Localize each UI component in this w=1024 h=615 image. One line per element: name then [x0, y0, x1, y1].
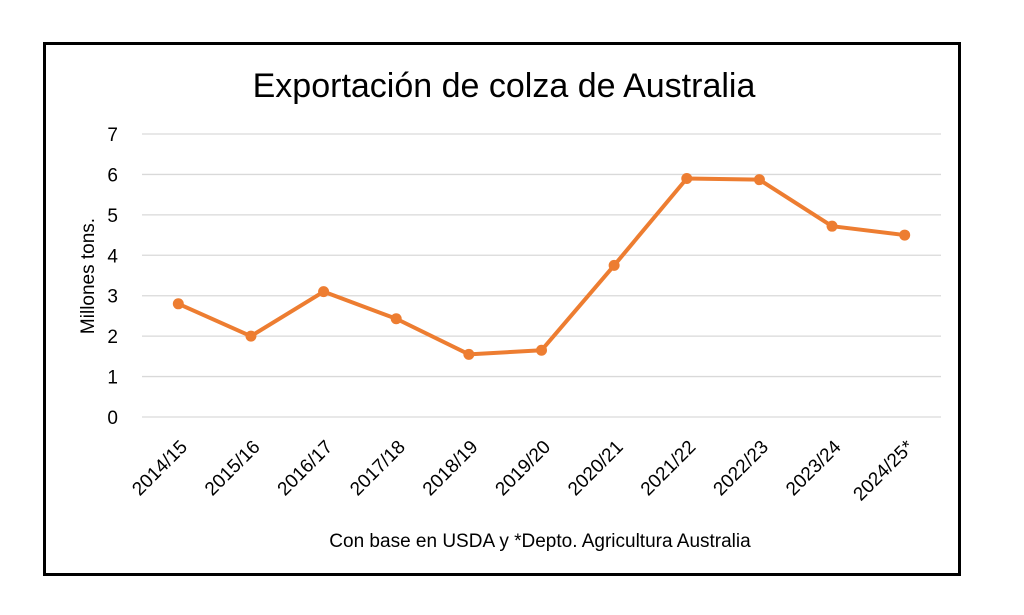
x-tick-label: 2015/16	[201, 437, 264, 500]
y-tick-label: 3	[107, 287, 118, 308]
x-tick-label: 2019/20	[492, 437, 555, 500]
x-tick-labels: 2014/15 2015/16 2016/17 2017/18 2018/19 2019/…	[128, 436, 918, 505]
data-point	[899, 229, 911, 241]
x-tick-label: 2020/21	[564, 437, 627, 500]
y-axis-label: Millones tons.	[78, 218, 99, 334]
chart-title: Exportación de colza de Australia	[253, 67, 756, 105]
y-tick-label: 2	[107, 327, 118, 348]
data-point	[826, 220, 838, 232]
y-tick-label: 5	[107, 206, 118, 227]
x-tick-label: 2014/15	[128, 437, 191, 500]
data-point	[318, 286, 330, 298]
data-points	[172, 172, 911, 360]
series-line	[176, 176, 907, 357]
x-tick-label: 2022/23	[710, 437, 773, 500]
data-point	[172, 298, 184, 310]
data-point	[608, 259, 620, 271]
data-point	[245, 330, 257, 342]
data-point	[390, 313, 402, 325]
x-tick-label: 2018/19	[419, 437, 482, 500]
data-point	[681, 172, 693, 184]
source-note: Con base en USDA y *Depto. Agricultura A…	[329, 531, 751, 552]
data-point	[536, 344, 547, 356]
y-tick-label: 1	[107, 368, 118, 389]
y-tick-label: 0	[107, 408, 118, 429]
gridlines	[142, 133, 941, 418]
y-tick-label: 6	[107, 165, 118, 186]
x-tick-label: 2017/18	[346, 437, 409, 500]
x-tick-label: 2024/25*	[850, 436, 919, 505]
x-tick-label: 2016/17	[274, 437, 337, 500]
y-tick-label: 7	[107, 125, 118, 146]
chart-frame	[43, 42, 961, 576]
data-point	[753, 174, 765, 186]
series-path	[176, 176, 907, 357]
x-tick-label: 2021/22	[637, 437, 700, 500]
y-tick-label: 4	[107, 246, 118, 267]
x-tick-label: 2023/24	[782, 436, 846, 500]
y-tick-labels: 0 1 2 3 4 5 6 7	[107, 125, 118, 429]
data-point	[463, 348, 475, 360]
